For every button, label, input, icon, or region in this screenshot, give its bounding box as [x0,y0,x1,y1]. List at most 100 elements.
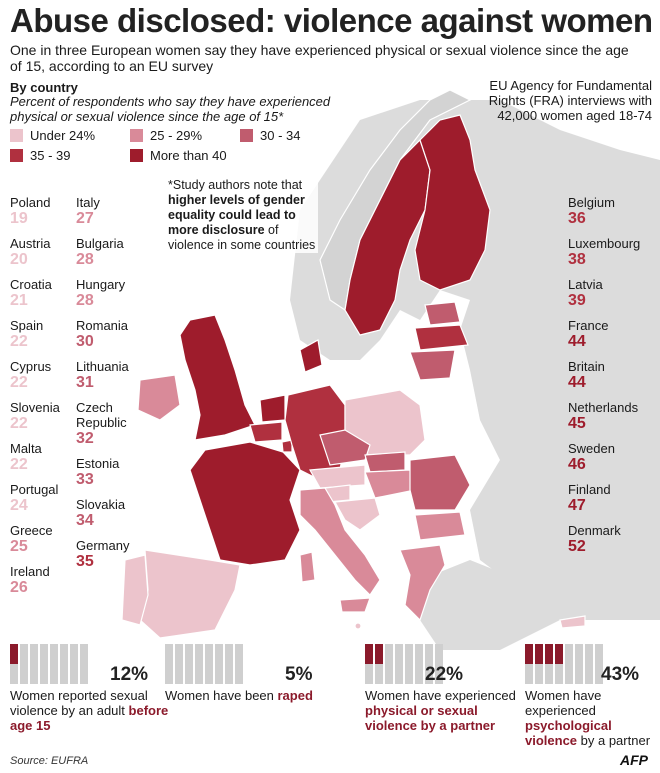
country-entry: Cyprus 22 [10,359,90,392]
map-belgium [249,421,283,443]
legend-item: More than 40 [130,148,227,163]
map-lithuania [409,349,456,381]
europe-map [121,89,660,650]
map-sicily [339,597,371,613]
country-name: Portugal [10,482,59,497]
subtitle: One in three European women say they hav… [10,42,629,74]
country-value: 22 [10,374,28,391]
person-icon [30,664,38,684]
map-czech-republic [319,429,371,466]
country-value: 32 [76,430,94,447]
person-icon [235,664,243,684]
country-entry: Sweden 46 [568,441,648,474]
country-entry: Lithuania 31 [76,359,156,392]
person-icon [40,644,48,664]
map-sardinia [299,551,316,583]
map-cyprus [559,615,586,629]
country-name: Estonia [76,456,120,471]
map-denmark [299,339,323,373]
person-icon [555,644,563,664]
person-icon [405,664,413,684]
page-title: Abuse disclosed: violence against women [10,2,653,39]
map-malta [354,622,362,630]
afp-logo: AFP [620,752,648,768]
legend-swatch [130,129,143,142]
person-icon [215,664,223,684]
country-value: 24 [10,497,28,514]
map-britain [179,314,256,441]
person-icon [545,664,553,684]
country-name: Cyprus [10,359,52,374]
stat-description: Women have experienced psychological vio… [525,688,651,748]
stats-row: 12% Women reported sexual violence by an… [0,640,660,760]
country-name: Slovakia [76,497,126,512]
person-icon [70,644,78,664]
country-name: Poland [10,195,51,210]
map-slovakia [364,451,406,473]
person-icon [525,644,533,664]
figure-row [525,644,605,684]
country-name: Ireland [10,564,50,579]
country-name: Sweden [568,441,615,456]
country-value: 44 [568,333,586,350]
person-icon [365,644,373,664]
country-value: 44 [568,374,586,391]
map-ireland [137,374,181,421]
person-icon [60,644,68,664]
country-name: Hungary [76,277,126,292]
country-name: Germany [76,538,130,553]
source-top: EU Agency for Fundamental Rights (FRA) i… [488,78,652,123]
stat-description: Women have experienced physical or sexua… [365,688,516,733]
person-icon [435,664,443,684]
person-icon [175,664,183,684]
country-value: 38 [568,251,586,268]
country-entry: Croatia 21 [10,277,90,310]
country-entry: Latvia 39 [568,277,648,310]
person-icon [385,644,393,664]
legend-label: 35 - 39 [30,148,71,163]
map-austria [309,464,366,489]
person-icon [365,664,373,684]
country-entry: Bulgaria 28 [76,236,156,269]
stat-percent: 12% [110,664,149,685]
country-name: Spain [10,318,44,333]
person-icon [215,644,223,664]
country-name: Britain [568,359,605,374]
person-icon [165,664,173,684]
legend-item: 35 - 39 [10,148,70,163]
by-country-description: Percent of respondents who say they have… [10,94,331,124]
country-entry: Germany 35 [76,538,156,571]
country-entry: France 44 [568,318,648,351]
country-name: Italy [76,195,100,210]
country-value: 47 [568,497,586,514]
country-value: 21 [10,292,28,309]
person-icon [205,644,213,664]
country-entry: Finland 47 [568,482,648,515]
person-icon [195,664,203,684]
country-name: Latvia [568,277,603,292]
country-value: 22 [10,415,28,432]
country-value: 46 [568,456,586,473]
person-icon [395,644,403,664]
country-name: Malta [10,441,42,456]
country-value: 34 [76,512,94,529]
map-estonia [424,301,461,326]
country-value: 52 [568,538,586,555]
country-value: 45 [568,415,586,432]
country-value: 20 [10,251,28,268]
country-name: Lithuania [76,359,129,374]
person-icon [375,664,383,684]
country-value: 36 [568,210,586,227]
figure-row [365,644,445,684]
map-greece [399,544,446,622]
map-italy [299,487,381,596]
person-icon [425,664,433,684]
legend-item: Under 24% [10,128,95,143]
map-france [189,441,301,566]
map-luxembourg [281,439,293,453]
country-entry: Estonia 33 [76,456,156,489]
country-entry: Austria 20 [10,236,90,269]
person-icon [535,664,543,684]
country-value: 28 [76,251,94,268]
person-icon [575,644,583,664]
